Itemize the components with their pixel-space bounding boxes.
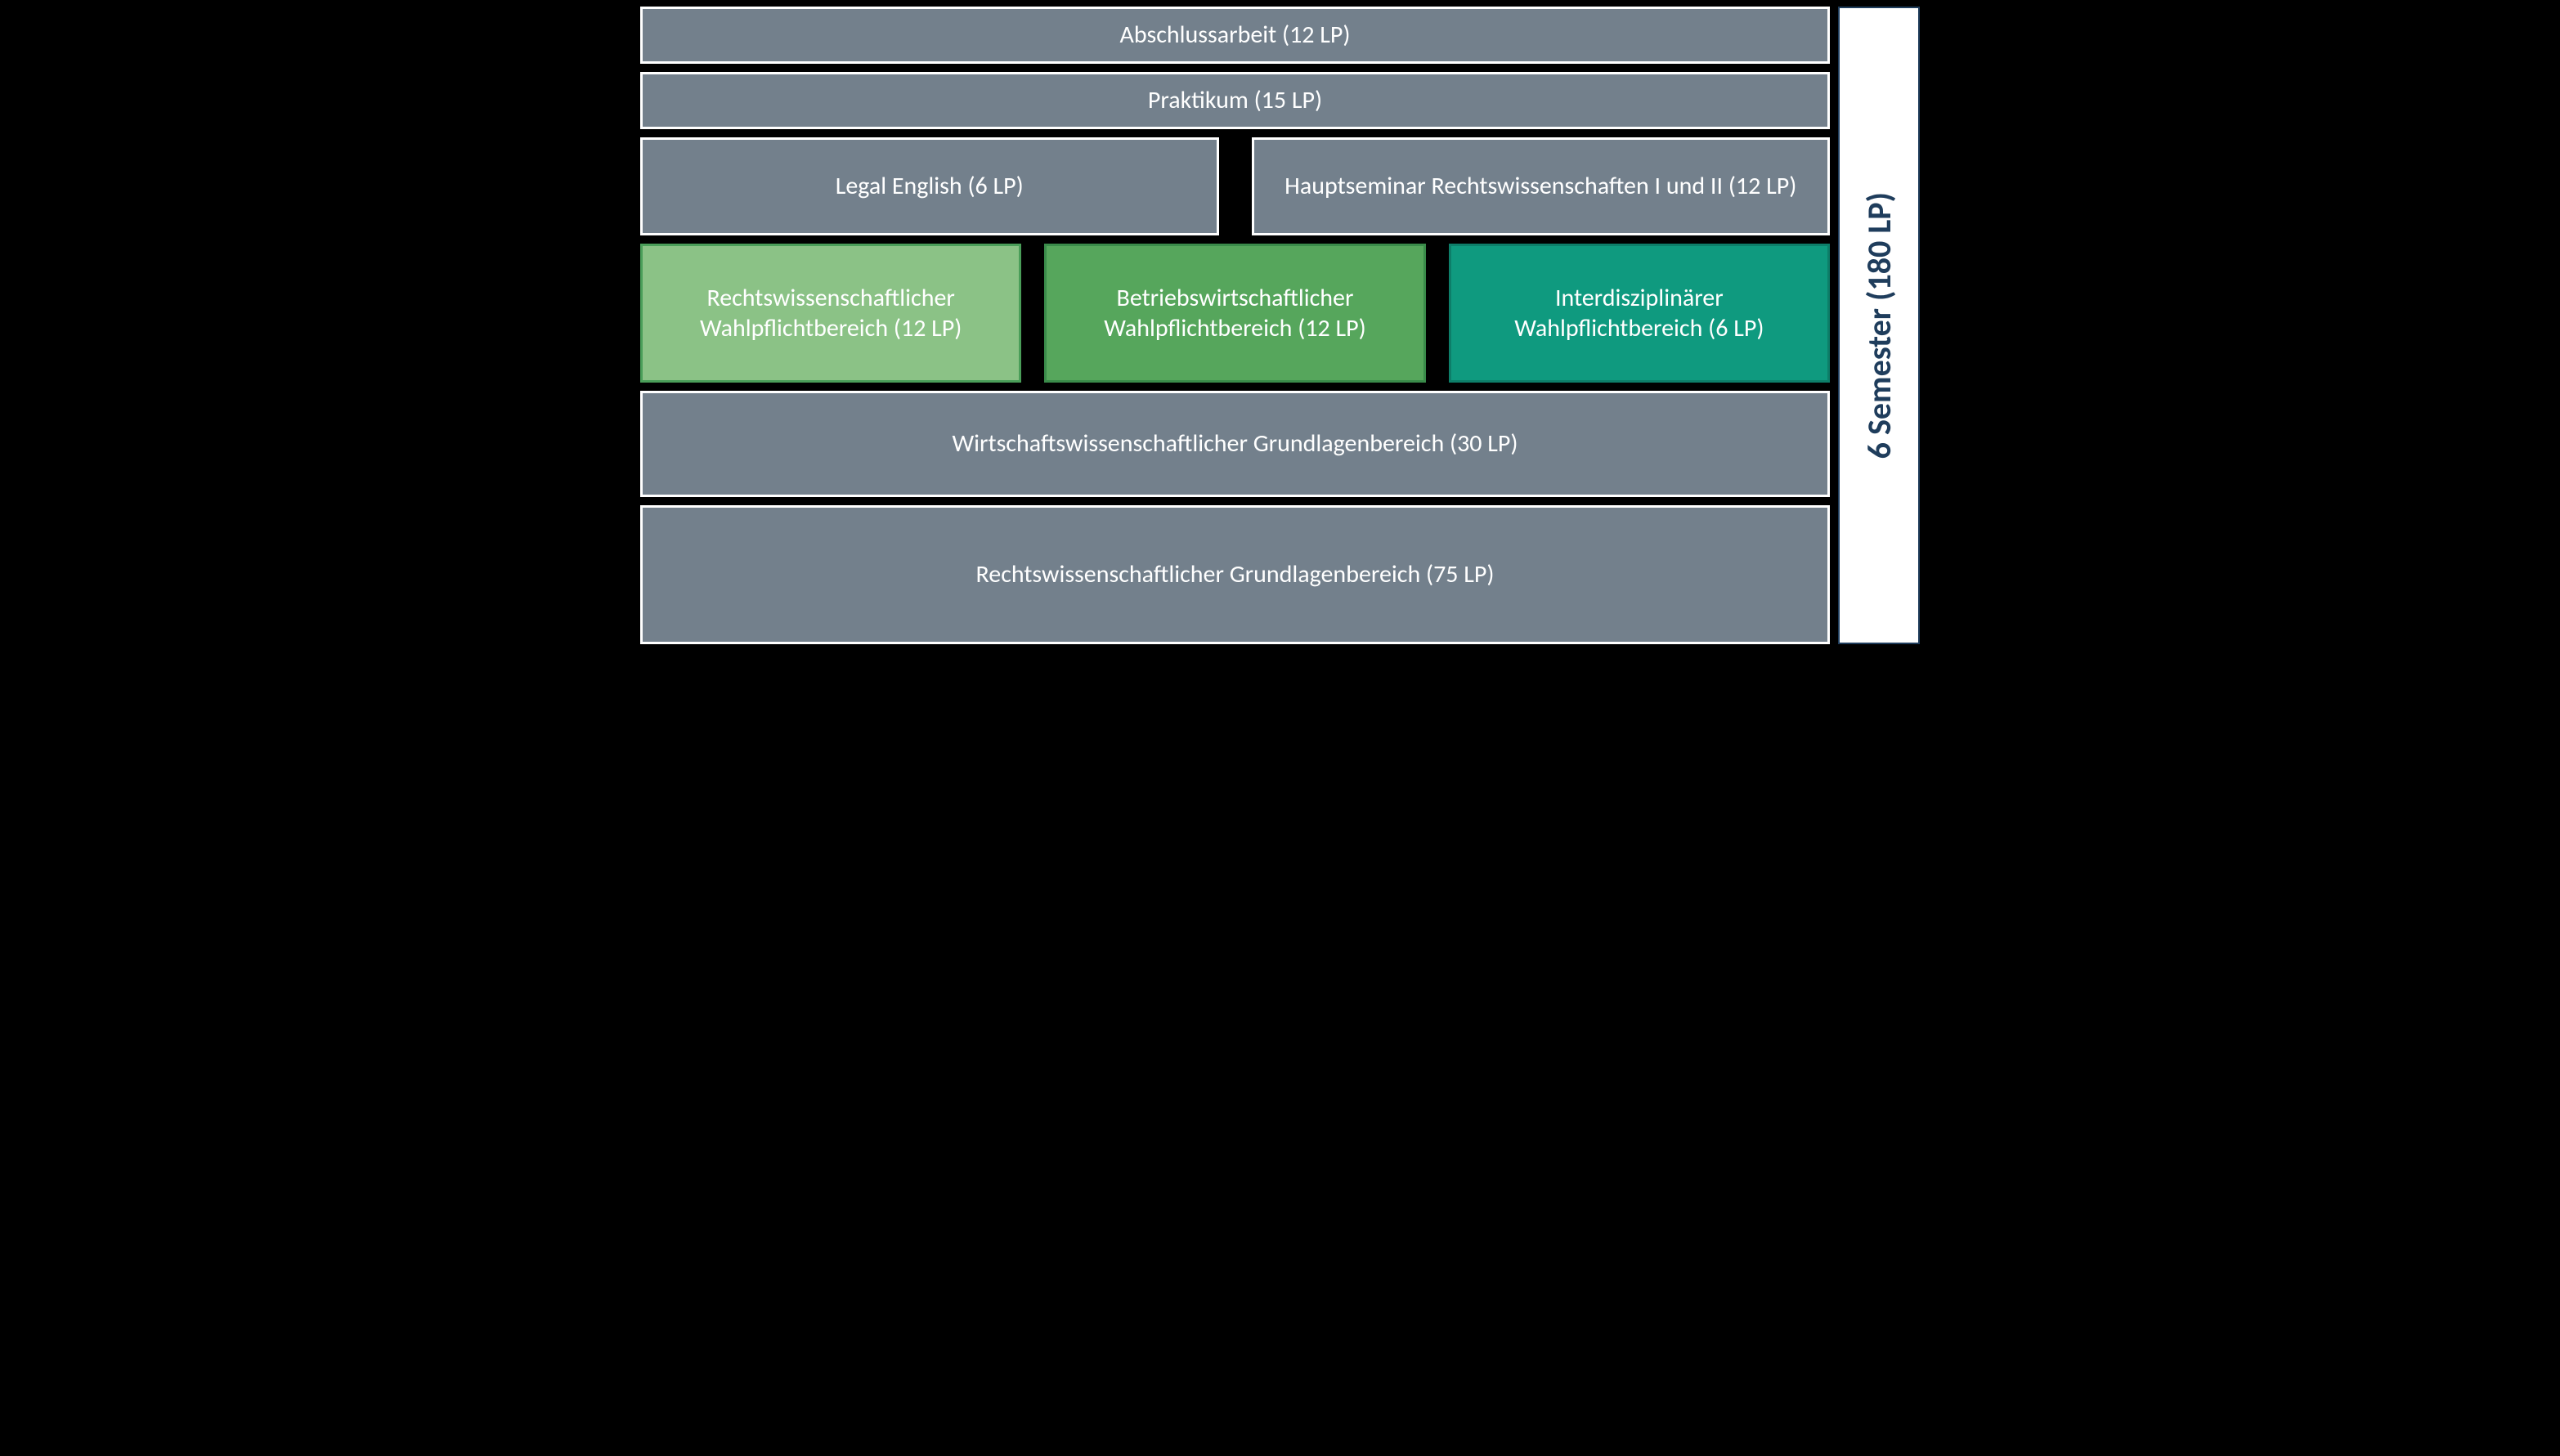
module-bwl-wahlpflicht: Betriebswirtschaftlicher Wahlpflichtbere… (1044, 244, 1425, 383)
module-legal-english: Legal English (6 LP) (640, 137, 1219, 235)
sidebar-label: 6 Semester (180 LP) (1859, 192, 1899, 459)
module-recht-grundlagen: Rechtswissenschaftlicher Grundlagenberei… (640, 505, 1830, 644)
module-wiwi-grundlagen: Wirtschaftswissenschaftlicher Grundlagen… (640, 391, 1830, 497)
module-abschlussarbeit: Abschlussarbeit (12 LP) (640, 7, 1830, 64)
module-interdisziplinaer-wahlpflicht: Interdisziplinärer Wahlpflichtbereich (6… (1449, 244, 1830, 383)
row-legal-hauptseminar: Legal English (6 LP) Hauptseminar Rechts… (640, 137, 1830, 235)
module-hauptseminar: Hauptseminar Rechtswissenschaften I und … (1252, 137, 1831, 235)
module-praktikum: Praktikum (15 LP) (640, 72, 1830, 129)
sidebar-semester-total: 6 Semester (180 LP) (1838, 7, 1920, 644)
row-wahlpflicht: Rechtswissenschaftlicher Wahlpflichtbere… (640, 244, 1830, 383)
module-stack: Abschlussarbeit (12 LP) Praktikum (15 LP… (640, 7, 1830, 644)
module-recht-wahlpflicht: Rechtswissenschaftlicher Wahlpflichtbere… (640, 244, 1021, 383)
curriculum-diagram: Abschlussarbeit (12 LP) Praktikum (15 LP… (640, 7, 1920, 644)
